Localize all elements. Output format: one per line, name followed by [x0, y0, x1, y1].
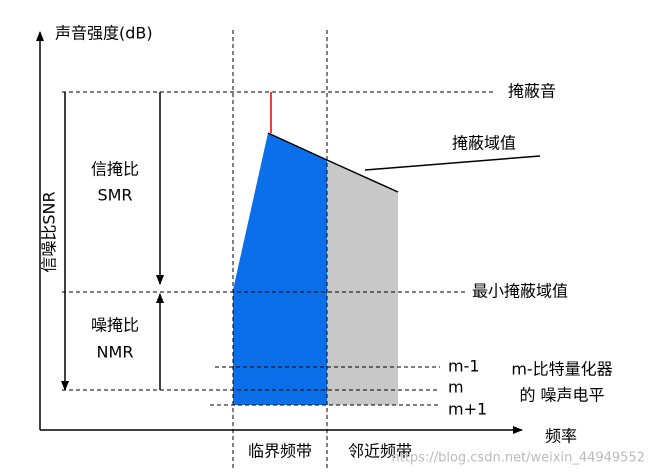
min-threshold-label: 最小掩蔽域值	[472, 282, 568, 301]
level-label: m	[448, 378, 464, 397]
quantizer-caption: m-比特量化器	[511, 360, 612, 379]
watermark: https://blog.csdn.net/weixin_44949552	[391, 451, 645, 466]
threshold-label: 掩蔽域值	[452, 134, 516, 153]
band-label: 临界频带	[248, 442, 312, 461]
nmr: NMR	[97, 343, 134, 362]
x-axis-label: 频率	[545, 427, 577, 446]
level-label: m-1	[448, 357, 480, 376]
nmr-cn: 噪掩比	[91, 316, 139, 335]
threshold-pointer	[364, 155, 541, 171]
smr-cn: 信掩比	[91, 160, 139, 179]
y-axis-label: 声音强度(dB)	[55, 24, 153, 43]
level-label: m+1	[448, 400, 487, 419]
threshold-edge	[267, 132, 399, 193]
snr-label: 信噪比SNR	[40, 191, 59, 272]
quantizer-caption: 的 噪声电平	[519, 386, 604, 405]
smr: SMR	[97, 186, 132, 205]
masker-label: 掩蔽音	[508, 82, 556, 101]
critical-band-area	[233, 133, 327, 405]
adjacent-band-area	[327, 160, 398, 405]
band-label: 邻近频带	[348, 442, 412, 461]
